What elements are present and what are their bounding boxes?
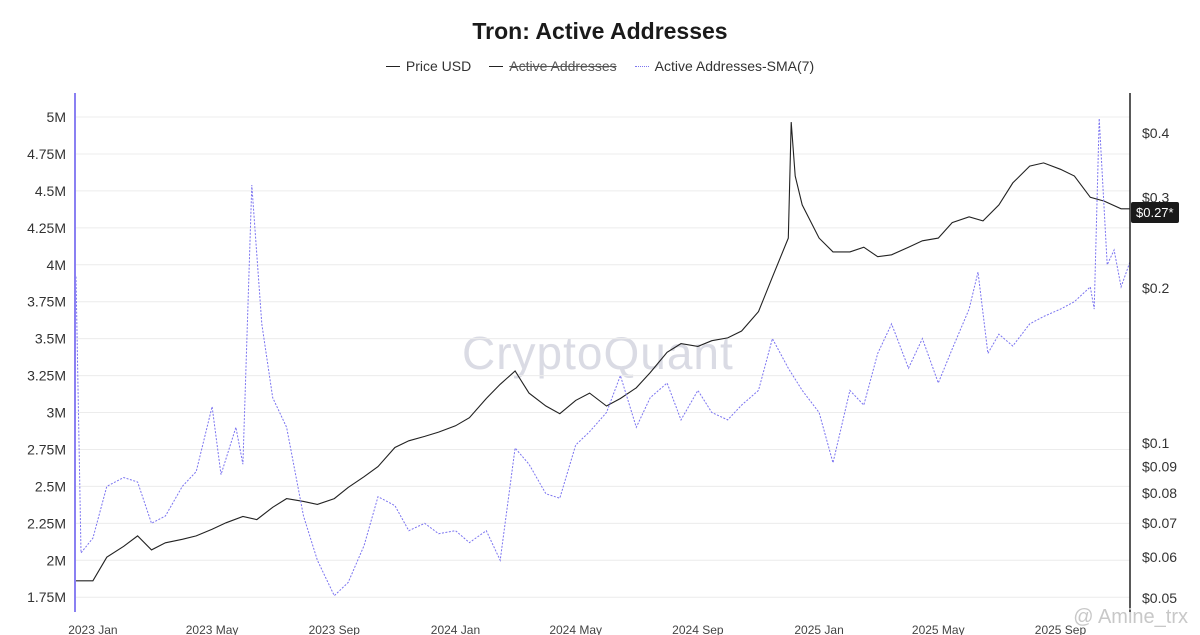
- left-tick-label: 3.5M: [35, 331, 66, 347]
- left-tick-label: 2.75M: [27, 441, 66, 457]
- x-tick-label: 2025 Sep: [1035, 623, 1087, 635]
- x-tick-label: 2024 Sep: [672, 623, 724, 635]
- left-tick-label: 4M: [47, 257, 66, 273]
- legend-swatch-active-addresses: [489, 65, 504, 67]
- legend-item-sma[interactable]: Active Addresses-SMA(7): [634, 58, 815, 74]
- left-tick-label: 4.25M: [27, 220, 66, 236]
- series-line-price-usd: [76, 122, 1130, 582]
- left-axis-ticks: 1.75M 2M 2.25M 2.5M 2.75M 3M 3.25M 3.5M 3.75M 4M 4…: [27, 109, 66, 605]
- legend-item-price[interactable]: Price USD: [385, 58, 472, 74]
- left-tick-label: 3.25M: [27, 368, 66, 384]
- right-tick-label: $0.1: [1142, 435, 1169, 451]
- x-tick-label: 2024 May: [549, 623, 602, 635]
- x-tick-label: 2023 Sep: [309, 623, 361, 635]
- right-tick-label: $0.3: [1142, 189, 1169, 205]
- x-tick-label: 2025 Jan: [794, 623, 843, 635]
- left-tick-label: 2.5M: [35, 478, 66, 494]
- legend-swatch-sma: [634, 65, 649, 67]
- left-tick-label: 1.75M: [27, 589, 66, 605]
- right-tick-label: $0.06: [1142, 549, 1177, 565]
- x-axis-ticks: 2023 Jan 2023 May 2023 Sep 2024 Jan 2024 May…: [68, 623, 1086, 635]
- left-tick-label: 3M: [47, 405, 66, 421]
- right-tick-label: $0.08: [1142, 485, 1177, 501]
- right-tick-label: $0.09: [1142, 459, 1177, 475]
- left-tick-label: 4.5M: [35, 183, 66, 199]
- right-tick-label: $0.05: [1142, 590, 1177, 606]
- x-tick-label: 2023 Jan: [68, 623, 117, 635]
- legend-label-active-addresses: Active Addresses: [509, 58, 617, 74]
- right-tick-label: $0.2: [1142, 280, 1169, 296]
- legend-label-sma: Active Addresses-SMA(7): [654, 58, 815, 74]
- author-credit: @ Amine_trx: [1073, 606, 1188, 628]
- chart-series: [75, 118, 1131, 597]
- right-tick-label: $0.07: [1142, 515, 1177, 531]
- series-line-active-addresses-sma: [75, 118, 1131, 597]
- left-tick-label: 4.75M: [27, 146, 66, 162]
- current-price-tag: $0.27*: [1131, 202, 1179, 223]
- chart-title: Tron: Active Addresses: [472, 18, 728, 44]
- x-tick-label: 2023 May: [186, 623, 239, 635]
- left-tick-label: 5M: [47, 109, 66, 125]
- legend-item-active-addresses[interactable]: Active Addresses: [489, 58, 617, 74]
- left-tick-label: 2.25M: [27, 515, 66, 531]
- legend-swatch-price: [385, 65, 400, 67]
- left-tick-label: 2M: [47, 552, 66, 568]
- legend-label-price: Price USD: [405, 58, 472, 74]
- right-axis-ticks: $0.05 $0.06 $0.07 $0.08 $0.09 $0.1 $0.2 $0.3 $0.…: [1142, 125, 1177, 606]
- watermark-logo: CryptoQuant: [462, 327, 734, 379]
- right-tick-label: $0.4: [1142, 125, 1169, 141]
- chart-legend: Price USD Active Addresses Active Addres…: [0, 58, 1200, 74]
- left-tick-label: 3.75M: [27, 294, 66, 310]
- chart-gridlines: [76, 116, 1130, 598]
- x-tick-label: 2024 Jan: [431, 623, 480, 635]
- x-tick-label: 2025 May: [912, 623, 965, 635]
